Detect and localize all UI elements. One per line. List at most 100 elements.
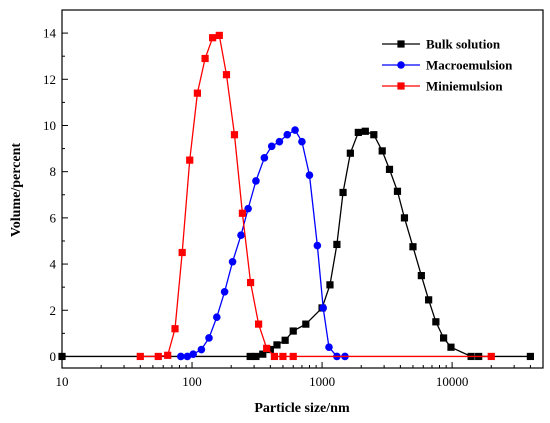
data-point <box>447 343 455 351</box>
data-point <box>432 318 440 326</box>
legend-label: Miniemulsion <box>426 79 503 94</box>
legend-label: Macroemulsion <box>426 58 513 73</box>
y-tick-label: 12 <box>43 72 56 87</box>
data-point <box>291 126 299 134</box>
data-point <box>526 352 534 361</box>
data-point <box>298 137 306 146</box>
series-miniemulsion <box>136 31 495 361</box>
data-point <box>254 320 263 328</box>
data-point <box>230 131 239 139</box>
data-point <box>289 352 297 361</box>
legend-item: Macroemulsion <box>382 58 513 73</box>
data-point <box>205 334 213 342</box>
data-point <box>266 345 274 354</box>
data-point <box>259 350 267 358</box>
data-point <box>397 61 405 69</box>
data-point <box>267 142 276 151</box>
data-point <box>283 130 292 139</box>
y-tick-label: 0 <box>50 349 57 364</box>
data-point <box>220 287 229 296</box>
plot-frame <box>61 9 544 369</box>
data-point <box>346 149 354 157</box>
data-point <box>397 40 405 48</box>
data-point <box>183 352 192 361</box>
plot-border <box>61 9 544 369</box>
data-point <box>270 352 279 361</box>
data-point <box>409 243 417 251</box>
data-point <box>279 352 287 361</box>
data-point <box>215 31 223 40</box>
data-point <box>197 345 206 354</box>
data-point <box>186 156 194 164</box>
data-point <box>244 204 252 213</box>
data-point <box>178 248 186 257</box>
data-point <box>228 257 237 266</box>
data-point <box>354 128 362 137</box>
data-point <box>325 343 333 352</box>
data-point <box>252 352 260 361</box>
legend: Bulk solution Macroemulsion Miniemulsion <box>382 37 513 94</box>
data-point <box>439 334 448 342</box>
legend-item: Bulk solution <box>382 37 501 52</box>
data-point <box>393 187 402 195</box>
x-axis-ticks: 10 100 1000 10000 <box>56 362 544 389</box>
legend-item: Miniemulsion <box>382 79 503 94</box>
data-point <box>425 296 433 304</box>
data-point <box>263 344 271 352</box>
y-axis-title: Volume/percent <box>9 143 24 237</box>
series-line <box>62 130 531 358</box>
data-point <box>260 154 269 162</box>
data-point <box>273 341 281 349</box>
x-tick-label: 1000 <box>309 374 335 389</box>
data-point <box>417 272 425 280</box>
data-point <box>252 177 260 185</box>
data-point <box>238 209 247 217</box>
data-point <box>275 137 284 146</box>
y-tick-label: 8 <box>50 164 57 179</box>
data-point <box>281 336 289 344</box>
data-point <box>189 350 197 358</box>
y-tick-label: 6 <box>50 210 57 225</box>
data-point <box>171 325 179 333</box>
series-layer <box>58 31 534 361</box>
data-point <box>302 320 310 328</box>
data-point <box>370 131 378 139</box>
data-point <box>154 352 162 361</box>
x-tick-label: 100 <box>182 374 202 389</box>
data-point <box>319 304 327 312</box>
y-tick-label: 4 <box>50 257 57 272</box>
data-point <box>177 352 185 361</box>
data-point <box>378 147 386 155</box>
data-point <box>237 231 245 239</box>
x-axis-title: Particle size/nm <box>254 401 350 416</box>
legend-label: Bulk solution <box>426 37 501 52</box>
data-point <box>212 313 221 321</box>
y-tick-label: 2 <box>50 303 57 318</box>
x-tick-label: 10 <box>56 374 69 389</box>
data-point <box>246 352 254 361</box>
data-point <box>361 127 369 135</box>
data-point <box>313 241 322 250</box>
data-point <box>193 89 202 97</box>
data-point <box>305 171 314 179</box>
y-tick-label: 14 <box>43 26 57 41</box>
series-bulk-solution <box>58 127 534 361</box>
data-point <box>385 165 394 173</box>
data-point <box>339 188 347 197</box>
data-point <box>201 54 209 63</box>
data-point <box>222 71 231 79</box>
data-point <box>289 327 297 335</box>
data-point <box>326 281 334 289</box>
data-point <box>246 278 255 287</box>
data-point <box>136 352 144 361</box>
data-point <box>397 82 405 90</box>
series-macroemulsion <box>177 126 349 361</box>
data-point <box>333 240 341 249</box>
y-axis-ticks: 0 2 4 6 8 10 12 14 <box>43 9 68 364</box>
data-point <box>164 351 172 359</box>
data-point <box>487 352 495 361</box>
data-point <box>400 214 409 222</box>
data-point <box>58 352 66 361</box>
data-point <box>209 34 217 42</box>
